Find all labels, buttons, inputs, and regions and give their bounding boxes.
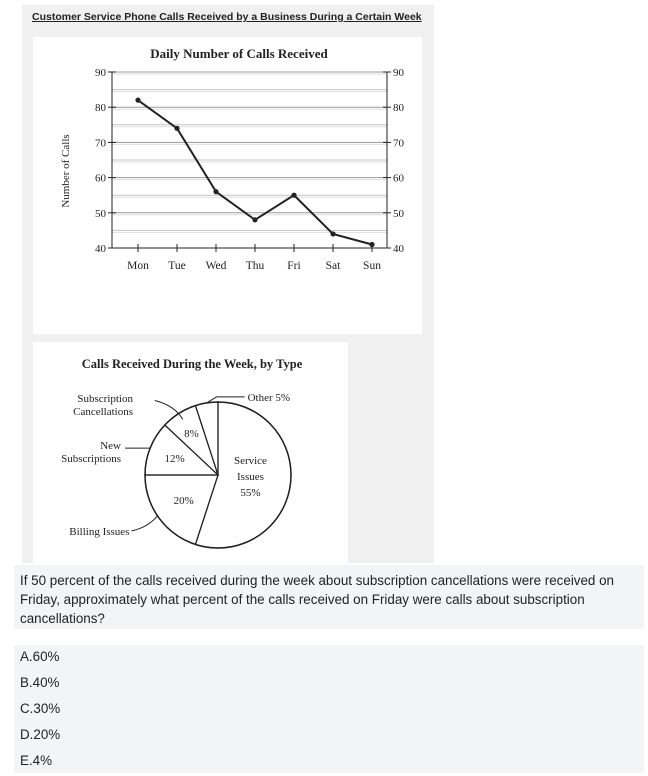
y-tick-label: 70	[95, 137, 107, 149]
y-tick-label: 90	[95, 67, 107, 79]
slice-value-billing: 20%	[174, 495, 194, 507]
y-tick-label-right: 70	[393, 137, 405, 149]
option-e[interactable]: E.4%	[20, 753, 53, 768]
callout-new-subscriptions: Subscriptions	[61, 453, 121, 465]
line-chart: Daily Number of Calls Received Number of…	[60, 46, 405, 272]
x-tick-label: Thu	[246, 260, 265, 272]
pie-slice	[144, 474, 219, 546]
callout-line-other	[206, 396, 245, 404]
answer-options: A.60% B.40% C.30% D.20% E.4%	[14, 645, 644, 773]
x-tick-label: Sat	[326, 260, 342, 272]
x-tick-label: Wed	[206, 260, 227, 272]
y-tick-label: 60	[95, 173, 107, 185]
y-tick-label-right: 40	[393, 243, 405, 255]
pie-chart: Calls Received During the Week, by Type …	[61, 357, 303, 549]
data-point	[252, 217, 258, 223]
x-tick-label: Mon	[127, 260, 149, 272]
x-tick-label: Fri	[287, 260, 300, 272]
callout-line-billing	[131, 515, 158, 532]
callout-new-subscriptions: New	[100, 440, 121, 452]
y-tick-label: 50	[95, 208, 107, 220]
y-tick-label: 80	[95, 102, 107, 114]
pie-chart-title: Calls Received During the Week, by Type	[82, 357, 303, 371]
callout-billing: Billing Issues	[69, 526, 129, 538]
data-point	[135, 97, 141, 103]
question-text: If 50 percent of the calls received duri…	[20, 573, 614, 626]
slice-value-cancellations: 8%	[184, 428, 199, 440]
pie-chart-card: Calls Received During the Week, by Type …	[33, 342, 348, 566]
data-point	[174, 125, 180, 131]
callout-line-cancellations	[154, 400, 184, 420]
pie-slice	[194, 401, 292, 549]
figure-title: Customer Service Phone Calls Received by…	[32, 11, 422, 23]
line-chart-ylabel: Number of Calls	[60, 134, 72, 207]
x-tick-label: Sun	[363, 260, 381, 272]
y-tick-label-right: 80	[393, 102, 405, 114]
data-point	[330, 231, 336, 237]
callout-other: Other 5%	[248, 392, 290, 404]
figure-panel: Customer Service Phone Calls Received by…	[22, 5, 434, 566]
option-c[interactable]: C.30%	[20, 701, 61, 716]
y-tick-label: 40	[95, 243, 107, 255]
data-point	[369, 241, 375, 248]
x-tick-label: Tue	[168, 260, 185, 272]
option-a[interactable]: A.60%	[20, 649, 60, 664]
line-chart-title: Daily Number of Calls Received	[150, 46, 328, 61]
series-line	[137, 99, 373, 246]
question-box: If 50 percent of the calls received duri…	[14, 565, 644, 629]
option-d[interactable]: D.20%	[20, 727, 61, 742]
data-point	[213, 189, 219, 195]
slice-label-service: 55%	[240, 487, 260, 499]
slice-label-service: Service	[234, 455, 267, 467]
y-tick-label-right: 60	[393, 173, 405, 185]
line-chart-card: Daily Number of Calls Received Number of…	[33, 37, 422, 334]
slice-value-new-subscriptions: 12%	[164, 453, 184, 465]
data-point	[291, 192, 297, 198]
option-b[interactable]: B.40%	[20, 675, 60, 690]
callout-cancellations: Subscription	[77, 393, 133, 405]
y-tick-label-right: 90	[393, 67, 405, 79]
y-tick-label-right: 50	[393, 208, 405, 220]
slice-label-service: Issues	[237, 471, 264, 483]
callout-cancellations: Cancellations	[73, 406, 133, 418]
